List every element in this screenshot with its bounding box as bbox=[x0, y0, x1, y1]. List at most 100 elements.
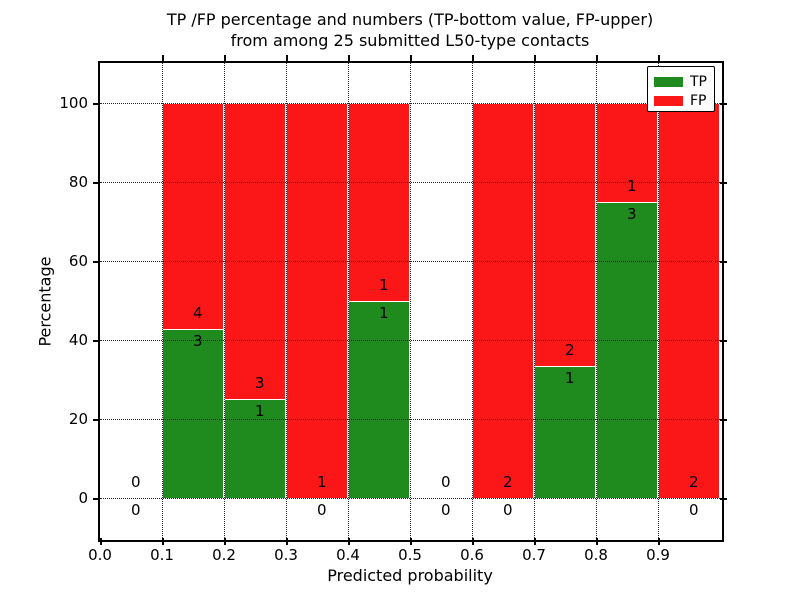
tp-count-label: 0 bbox=[503, 501, 513, 519]
v-gridline bbox=[348, 62, 349, 538]
v-gridline bbox=[162, 62, 163, 538]
x-tick-mark bbox=[410, 538, 412, 545]
x-tick-label: 0.2 bbox=[212, 546, 236, 564]
tp-bar-segment bbox=[348, 300, 410, 498]
x-tick-mark-top bbox=[534, 55, 536, 62]
v-gridline bbox=[658, 62, 659, 538]
fp-bar-segment bbox=[348, 103, 410, 301]
y-tick-label: 20 bbox=[68, 410, 88, 428]
x-axis-label: Predicted probability bbox=[327, 566, 493, 585]
tp-count-label: 0 bbox=[317, 501, 327, 519]
chart-title-line1: TP /FP percentage and numbers (TP-bottom… bbox=[166, 10, 654, 29]
v-gridline bbox=[596, 62, 597, 538]
tp-count-label: 1 bbox=[379, 303, 389, 322]
x-tick-mark-top bbox=[472, 55, 474, 62]
x-tick-mark-top bbox=[658, 55, 660, 62]
legend-label-tp: TP bbox=[690, 74, 707, 90]
fp-bar-segment bbox=[162, 103, 224, 329]
fp-bar-segment bbox=[596, 103, 658, 202]
x-tick-mark bbox=[224, 538, 226, 545]
x-tick-label: 0.9 bbox=[646, 546, 670, 564]
x-tick-label: 0.1 bbox=[150, 546, 174, 564]
x-tick-mark-top bbox=[224, 55, 226, 62]
y-tick-label: 40 bbox=[68, 331, 88, 349]
x-tick-mark bbox=[534, 538, 536, 545]
fp-count-label: 2 bbox=[565, 341, 575, 360]
y-tick-mark-right bbox=[720, 419, 727, 421]
x-tick-mark-top bbox=[410, 55, 412, 62]
x-tick-mark bbox=[472, 538, 474, 545]
chart-title: TP /FP percentage and numbers (TP-bottom… bbox=[100, 9, 720, 51]
y-tick-mark bbox=[93, 498, 100, 500]
tp-count-label: 3 bbox=[627, 204, 637, 223]
legend-label-fp: FP bbox=[690, 93, 707, 109]
x-tick-label: 0.5 bbox=[398, 546, 422, 564]
y-tick-mark bbox=[93, 261, 100, 263]
tp-legend-swatch-icon bbox=[654, 77, 683, 87]
y-tick-label: 0 bbox=[78, 489, 88, 507]
legend-row-tp: TP bbox=[648, 73, 714, 91]
fp-count-label: 0 bbox=[441, 473, 451, 491]
y-tick-mark-right bbox=[720, 498, 727, 500]
x-tick-mark-top bbox=[286, 55, 288, 62]
y-tick-mark-right bbox=[720, 103, 727, 105]
fp-count-label: 1 bbox=[627, 176, 637, 195]
y-tick-mark-right bbox=[720, 182, 727, 184]
fp-count-label: 4 bbox=[193, 303, 203, 322]
fp-bar-segment bbox=[472, 103, 534, 498]
legend: TP FP bbox=[647, 66, 715, 112]
fp-bar-segment bbox=[534, 103, 596, 367]
fp-count-label: 0 bbox=[131, 473, 141, 491]
x-tick-mark bbox=[286, 538, 288, 545]
y-tick-label: 60 bbox=[68, 252, 88, 270]
v-gridline bbox=[410, 62, 411, 538]
tp-bar-segment bbox=[596, 201, 658, 498]
x-tick-mark-top bbox=[348, 55, 350, 62]
x-tick-mark-top bbox=[596, 55, 598, 62]
x-tick-label: 0.3 bbox=[274, 546, 298, 564]
legend-row-fp: FP bbox=[648, 92, 714, 110]
y-tick-label: 100 bbox=[59, 94, 88, 112]
fp-bar-segment bbox=[224, 103, 286, 400]
tp-count-label: 0 bbox=[131, 501, 141, 519]
x-tick-mark bbox=[596, 538, 598, 545]
fp-bar-segment bbox=[658, 103, 720, 498]
tp-bar-segment bbox=[224, 399, 286, 498]
y-tick-mark bbox=[93, 182, 100, 184]
x-tick-mark bbox=[162, 538, 164, 545]
chart-title-line2: from among 25 submitted L50-type contact… bbox=[230, 31, 590, 50]
y-axis-label: Percentage bbox=[35, 256, 55, 347]
x-tick-label: 0.0 bbox=[88, 546, 112, 564]
fp-legend-swatch-icon bbox=[654, 96, 683, 106]
x-tick-label: 0.8 bbox=[584, 546, 608, 564]
x-tick-mark bbox=[658, 538, 660, 545]
tp-count-label: 0 bbox=[689, 501, 699, 519]
y-tick-mark bbox=[93, 103, 100, 105]
y-tick-mark bbox=[93, 340, 100, 342]
tp-bar-segment bbox=[162, 328, 224, 498]
fp-count-label: 1 bbox=[317, 473, 327, 491]
tp-bar-segment bbox=[534, 366, 596, 498]
tp-count-label: 1 bbox=[255, 402, 265, 421]
x-tick-label: 0.4 bbox=[336, 546, 360, 564]
y-tick-mark bbox=[93, 419, 100, 421]
v-gridline bbox=[534, 62, 535, 538]
tp-count-label: 1 bbox=[565, 369, 575, 388]
fp-count-label: 2 bbox=[689, 473, 699, 491]
fp-bar-segment bbox=[286, 103, 348, 498]
v-gridline bbox=[224, 62, 225, 538]
v-gridline bbox=[286, 62, 287, 538]
fp-count-label: 3 bbox=[255, 374, 265, 393]
x-tick-label: 0.6 bbox=[460, 546, 484, 564]
y-tick-mark-right bbox=[720, 340, 727, 342]
tp-count-label: 3 bbox=[193, 331, 203, 350]
tp-count-label: 0 bbox=[441, 501, 451, 519]
y-tick-label: 80 bbox=[68, 173, 88, 191]
fp-count-label: 1 bbox=[379, 275, 389, 294]
x-tick-mark bbox=[100, 538, 102, 545]
x-tick-mark-top bbox=[162, 55, 164, 62]
y-tick-mark-right bbox=[720, 261, 727, 263]
v-gridline bbox=[472, 62, 473, 538]
